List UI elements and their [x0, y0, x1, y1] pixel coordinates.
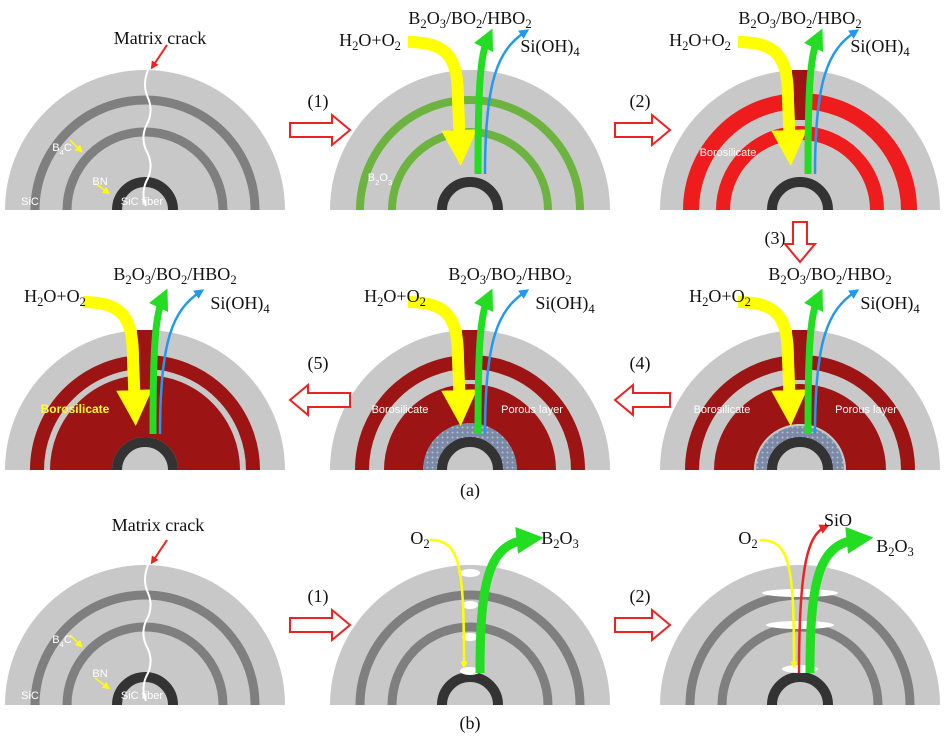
- step-arrow: [615, 610, 670, 640]
- label: Matrix crack: [114, 28, 206, 48]
- step-label: (1): [308, 91, 329, 112]
- label: Si(OH)4: [535, 293, 595, 316]
- label: Matrix crack: [112, 515, 204, 535]
- label: Borosilicate: [41, 402, 110, 416]
- gap: [460, 569, 480, 577]
- label: B2O3/BO2/HBO2: [738, 8, 861, 31]
- label: SiC fiber: [121, 690, 164, 702]
- caption: (a): [460, 480, 480, 501]
- step-label: (4): [630, 353, 651, 374]
- label: H2O+O2: [339, 30, 401, 53]
- gap: [762, 589, 838, 597]
- step-arrow: [290, 115, 350, 145]
- label: BN: [92, 668, 107, 680]
- label: Porous layer: [835, 404, 897, 416]
- label: SiO: [824, 510, 852, 530]
- label: Porous layer: [501, 404, 563, 416]
- step-label: (1): [308, 586, 329, 607]
- step-arrow: [615, 385, 670, 415]
- label: H2O+O2: [669, 30, 731, 53]
- label: H2O+O2: [364, 286, 426, 309]
- label: SiC fiber: [121, 196, 164, 208]
- label: B2O3/BO2/HBO2: [113, 264, 236, 287]
- label: Borosilicate: [372, 404, 429, 416]
- pointer: [153, 45, 167, 66]
- label: B2O3/BO2/HBO2: [768, 264, 891, 287]
- label: H2O+O2: [24, 286, 86, 309]
- label: SiC: [21, 690, 39, 702]
- label: B2O3/BO2/HBO2: [448, 264, 571, 287]
- label: BN: [92, 176, 107, 188]
- figure: Matrix crack B4C BN SiC SiC fiber (1) B2…: [0, 0, 945, 738]
- step-arrow: [290, 610, 350, 640]
- label: H2O+O2: [689, 286, 751, 309]
- caption: (b): [460, 713, 481, 734]
- label: Borosilicate: [694, 404, 751, 416]
- step-label: (5): [308, 353, 329, 374]
- gap: [462, 601, 478, 609]
- label: O2: [410, 528, 429, 551]
- label: O2: [738, 528, 757, 551]
- label: Borosilicate: [700, 147, 757, 159]
- label: B2O3: [541, 528, 579, 551]
- step-arrow: [785, 222, 815, 262]
- step-arrow: [290, 385, 350, 415]
- label: Si(OH)4: [860, 293, 920, 316]
- label: B2O3/BO2/HBO2: [408, 8, 531, 31]
- step-arrow: [615, 115, 670, 145]
- label: Si(OH)4: [520, 36, 580, 59]
- pointer: [153, 540, 167, 561]
- shapes: [5, 32, 940, 705]
- step-label: (2): [630, 91, 651, 112]
- label: B2O3: [876, 536, 914, 559]
- label: Si(OH)4: [850, 36, 910, 59]
- label: Si(OH)4: [210, 293, 270, 316]
- label: SiC: [21, 196, 39, 208]
- step-label: (2): [630, 586, 651, 607]
- step-label: (3): [765, 228, 786, 249]
